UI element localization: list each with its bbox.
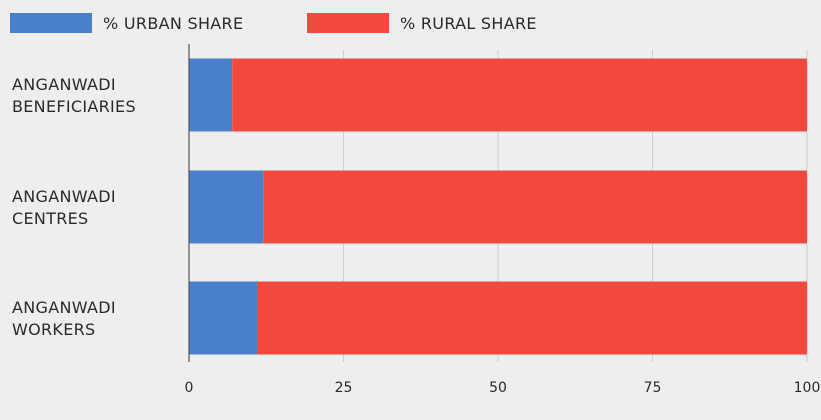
x-tick-label: 25 [335,380,353,396]
legend-label-rural: % RURAL SHARE [400,14,537,33]
x-tick-labels: 0 25 50 75 100 [185,380,821,396]
category-labels: ANGANWADI BENEFICIARIES ANGANWADI CENTRES AN… [12,75,136,339]
x-tick-label: 75 [644,380,662,396]
legend: % URBAN SHARE % RURAL SHARE [10,13,537,33]
bars [189,58,808,355]
urban-share-bar-0 [189,58,233,132]
category-label: ANGANWADI [12,187,116,206]
category-label: CENTRES [12,209,89,228]
legend-label-urban: % URBAN SHARE [103,14,243,33]
rural-share-bar-2 [256,281,808,355]
x-tick-label: 100 [794,380,821,396]
legend-swatch-urban [10,13,92,33]
x-tick-label: 50 [489,380,507,396]
urban-share-bar-2 [189,281,257,355]
rural-share-bar-0 [232,58,807,132]
x-tick-label: 0 [185,380,194,396]
category-label: ANGANWADI [12,298,116,317]
urban-share-bar-1 [189,170,264,244]
category-label: BENEFICIARIES [12,97,136,116]
category-label: ANGANWADI [12,75,116,94]
rural-share-bar-1 [263,170,807,244]
category-label: WORKERS [12,320,96,339]
legend-swatch-rural [307,13,389,33]
